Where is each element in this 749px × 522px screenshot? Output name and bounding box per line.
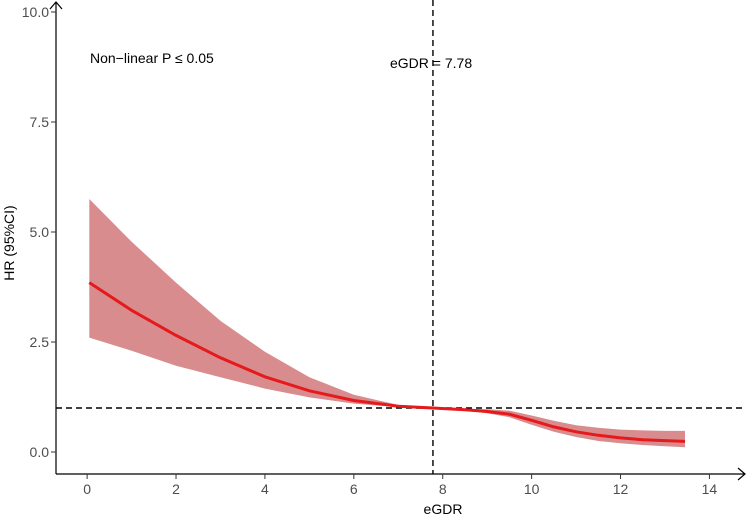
x-tick-label: 12 (613, 481, 629, 497)
cutoff-annotation: eGDR = 7.78 (390, 55, 472, 71)
x-axis-arrow (737, 467, 746, 481)
x-tick-label: 6 (350, 481, 358, 497)
y-tick-label: 5.0 (30, 224, 50, 240)
nonlinear-p-annotation: Non−linear P ≤ 0.05 (90, 50, 214, 66)
confidence-band (89, 199, 686, 448)
y-tick-label: 0.0 (30, 444, 50, 460)
x-tick-label: 4 (261, 481, 269, 497)
x-tick-label: 2 (172, 481, 180, 497)
x-tick-label: 14 (702, 481, 718, 497)
x-tick-label: 10 (524, 481, 540, 497)
y-axis-arrow (49, 1, 63, 10)
hr-curve (88, 281, 686, 443)
x-tick-label: 0 (83, 481, 91, 497)
x-tick-label: 8 (439, 481, 447, 497)
y-tick-label: 10.0 (22, 4, 49, 20)
y-tick-label: 7.5 (30, 114, 50, 130)
y-tick-label: 2.5 (30, 334, 50, 350)
y-axis-title: HR (95%CI) (1, 205, 17, 280)
x-axis-title: eGDR (424, 501, 463, 517)
